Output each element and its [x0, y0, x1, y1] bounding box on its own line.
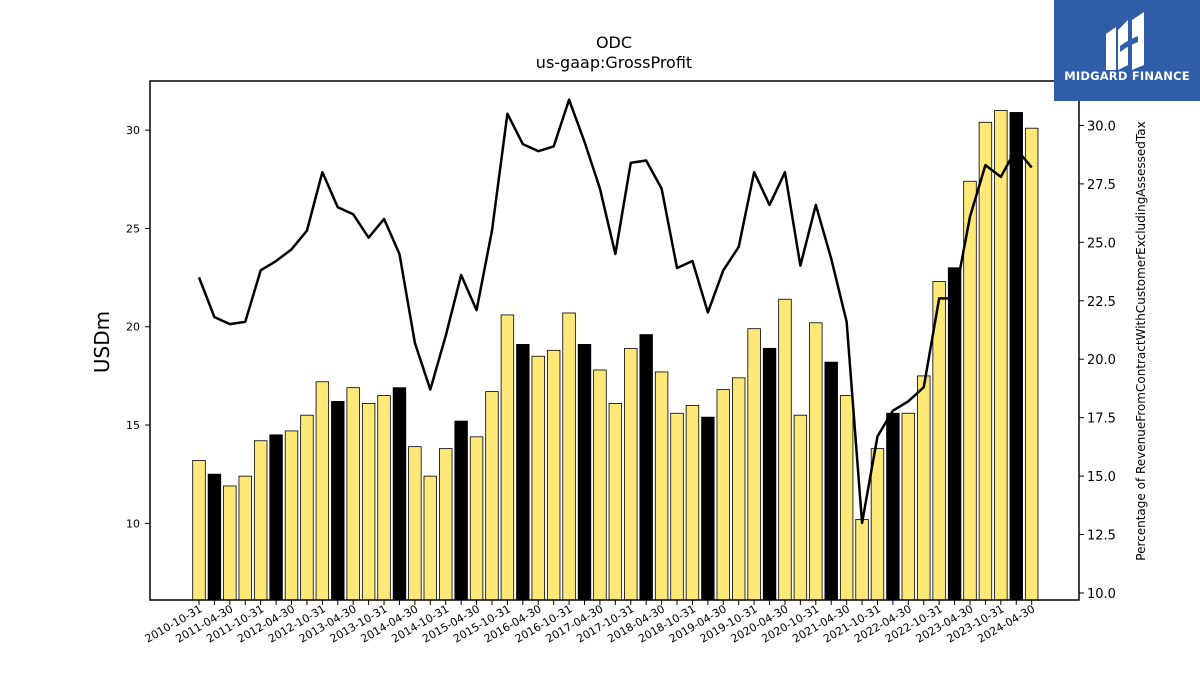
- y2-tick-label: 17.5: [1087, 412, 1116, 427]
- bar-2020-04-30: [778, 298, 792, 601]
- bar-2013-07-31: [361, 403, 376, 601]
- bar-2022-07-31: [917, 375, 931, 601]
- line-series: [197, 98, 1033, 525]
- bar-2013-10-31: [377, 395, 391, 601]
- y2-tick-label: 10.0: [1087, 587, 1116, 602]
- bar-2014-07-31: [423, 475, 438, 601]
- bar-2019-01-31: [701, 416, 715, 601]
- bar-2024-04-30: [1024, 127, 1039, 601]
- bar-2016-01-31: [516, 344, 530, 601]
- bar-2018-04-30: [654, 371, 669, 601]
- chart-title: ODC: [596, 33, 632, 52]
- y-tick-label: 10: [126, 517, 140, 530]
- y-tick-label: 20: [126, 321, 140, 334]
- bar-2020-10-31: [809, 322, 823, 601]
- bar-2019-07-31: [732, 377, 746, 601]
- bar-2018-07-31: [670, 412, 684, 601]
- bar-2021-07-31: [855, 519, 869, 601]
- y2-tick-label: 22.5: [1087, 295, 1116, 310]
- bar-2017-01-31: [577, 344, 592, 601]
- left-y-axis: 10 15 20 25 30: [126, 124, 150, 530]
- bar-2011-04-30: [223, 485, 237, 601]
- y-tick-label: 15: [126, 419, 140, 432]
- y-tick-label: 25: [126, 222, 140, 235]
- bar-2022-04-30: [901, 412, 916, 601]
- y-tick-label: 30: [126, 124, 140, 137]
- bar-2021-04-30: [839, 395, 854, 601]
- y2-tick-label: 20.0: [1087, 353, 1116, 368]
- bar-2018-10-31: [685, 404, 700, 601]
- bar-2021-01-31: [824, 361, 838, 601]
- bar-2023-01-31: [947, 267, 962, 601]
- brand-name: MIDGARD FINANCE: [1064, 69, 1190, 83]
- bar-2015-01-31: [454, 420, 468, 601]
- bar-2023-07-31: [978, 121, 993, 601]
- chart-subtitle: us-gaap:GrossProfit: [536, 53, 692, 72]
- bar-2015-10-31: [500, 314, 515, 601]
- y2-tick-label: 12.5: [1087, 529, 1116, 544]
- y2-tick-label: 25.0: [1087, 236, 1116, 251]
- bar-2013-04-30: [346, 387, 360, 601]
- bar-2017-10-31: [624, 347, 638, 601]
- bar-2011-01-31: [207, 473, 222, 601]
- bar-2017-07-31: [608, 403, 623, 601]
- bar-2012-01-31: [269, 434, 283, 601]
- y2-axis-label: Percentage of RevenueFromContractWithCus…: [1134, 121, 1148, 560]
- bar-2012-04-30: [284, 430, 299, 601]
- bar-2020-01-31: [762, 347, 777, 601]
- bar-2019-04-30: [716, 389, 730, 601]
- bar-2015-07-31: [485, 391, 499, 601]
- brand-logo: MIDGARD FINANCE: [1054, 0, 1200, 101]
- bar-2017-04-30: [593, 369, 607, 601]
- bar-2016-10-31: [562, 312, 576, 601]
- bar-2016-07-31: [546, 349, 561, 601]
- bar-2021-10-31: [870, 448, 885, 601]
- bar-2012-10-31: [315, 381, 330, 601]
- midgard-logo-icon: [1106, 12, 1144, 70]
- right-y-axis: 10.0 12.5 15.0 17.5 20.0 22.5 25.0 27.5 30.0: [1079, 119, 1116, 602]
- bar-2015-04-30: [469, 436, 484, 601]
- bar-2014-01-31: [392, 387, 407, 601]
- bar-2013-01-31: [331, 401, 345, 601]
- x-axis: 2010-10-312011-04-302011-10-312012-04-30…: [143, 600, 1037, 646]
- y2-tick-label: 27.5: [1087, 178, 1116, 193]
- bar-2024-01-31: [1009, 112, 1023, 601]
- ratio-line: [197, 98, 1033, 525]
- plot-frame: [149, 80, 1080, 601]
- y-axis-label: USDm: [90, 311, 114, 373]
- bar-2014-04-30: [408, 446, 422, 601]
- bar-2010-10-31: [192, 460, 206, 601]
- bar-2020-07-31: [793, 414, 808, 601]
- bar-2019-10-31: [747, 328, 761, 601]
- bar-2016-04-30: [531, 355, 545, 601]
- bar-2011-07-31: [238, 475, 252, 601]
- bar-2018-01-31: [639, 334, 653, 601]
- bar-2023-10-31: [994, 110, 1008, 601]
- bar-2022-01-31: [886, 412, 900, 601]
- bar-2011-10-31: [253, 440, 268, 601]
- y2-tick-label: 15.0: [1087, 470, 1116, 485]
- bar-2012-07-31: [300, 414, 314, 601]
- bar-2014-10-31: [439, 448, 453, 601]
- y2-tick-label: 30.0: [1087, 119, 1116, 134]
